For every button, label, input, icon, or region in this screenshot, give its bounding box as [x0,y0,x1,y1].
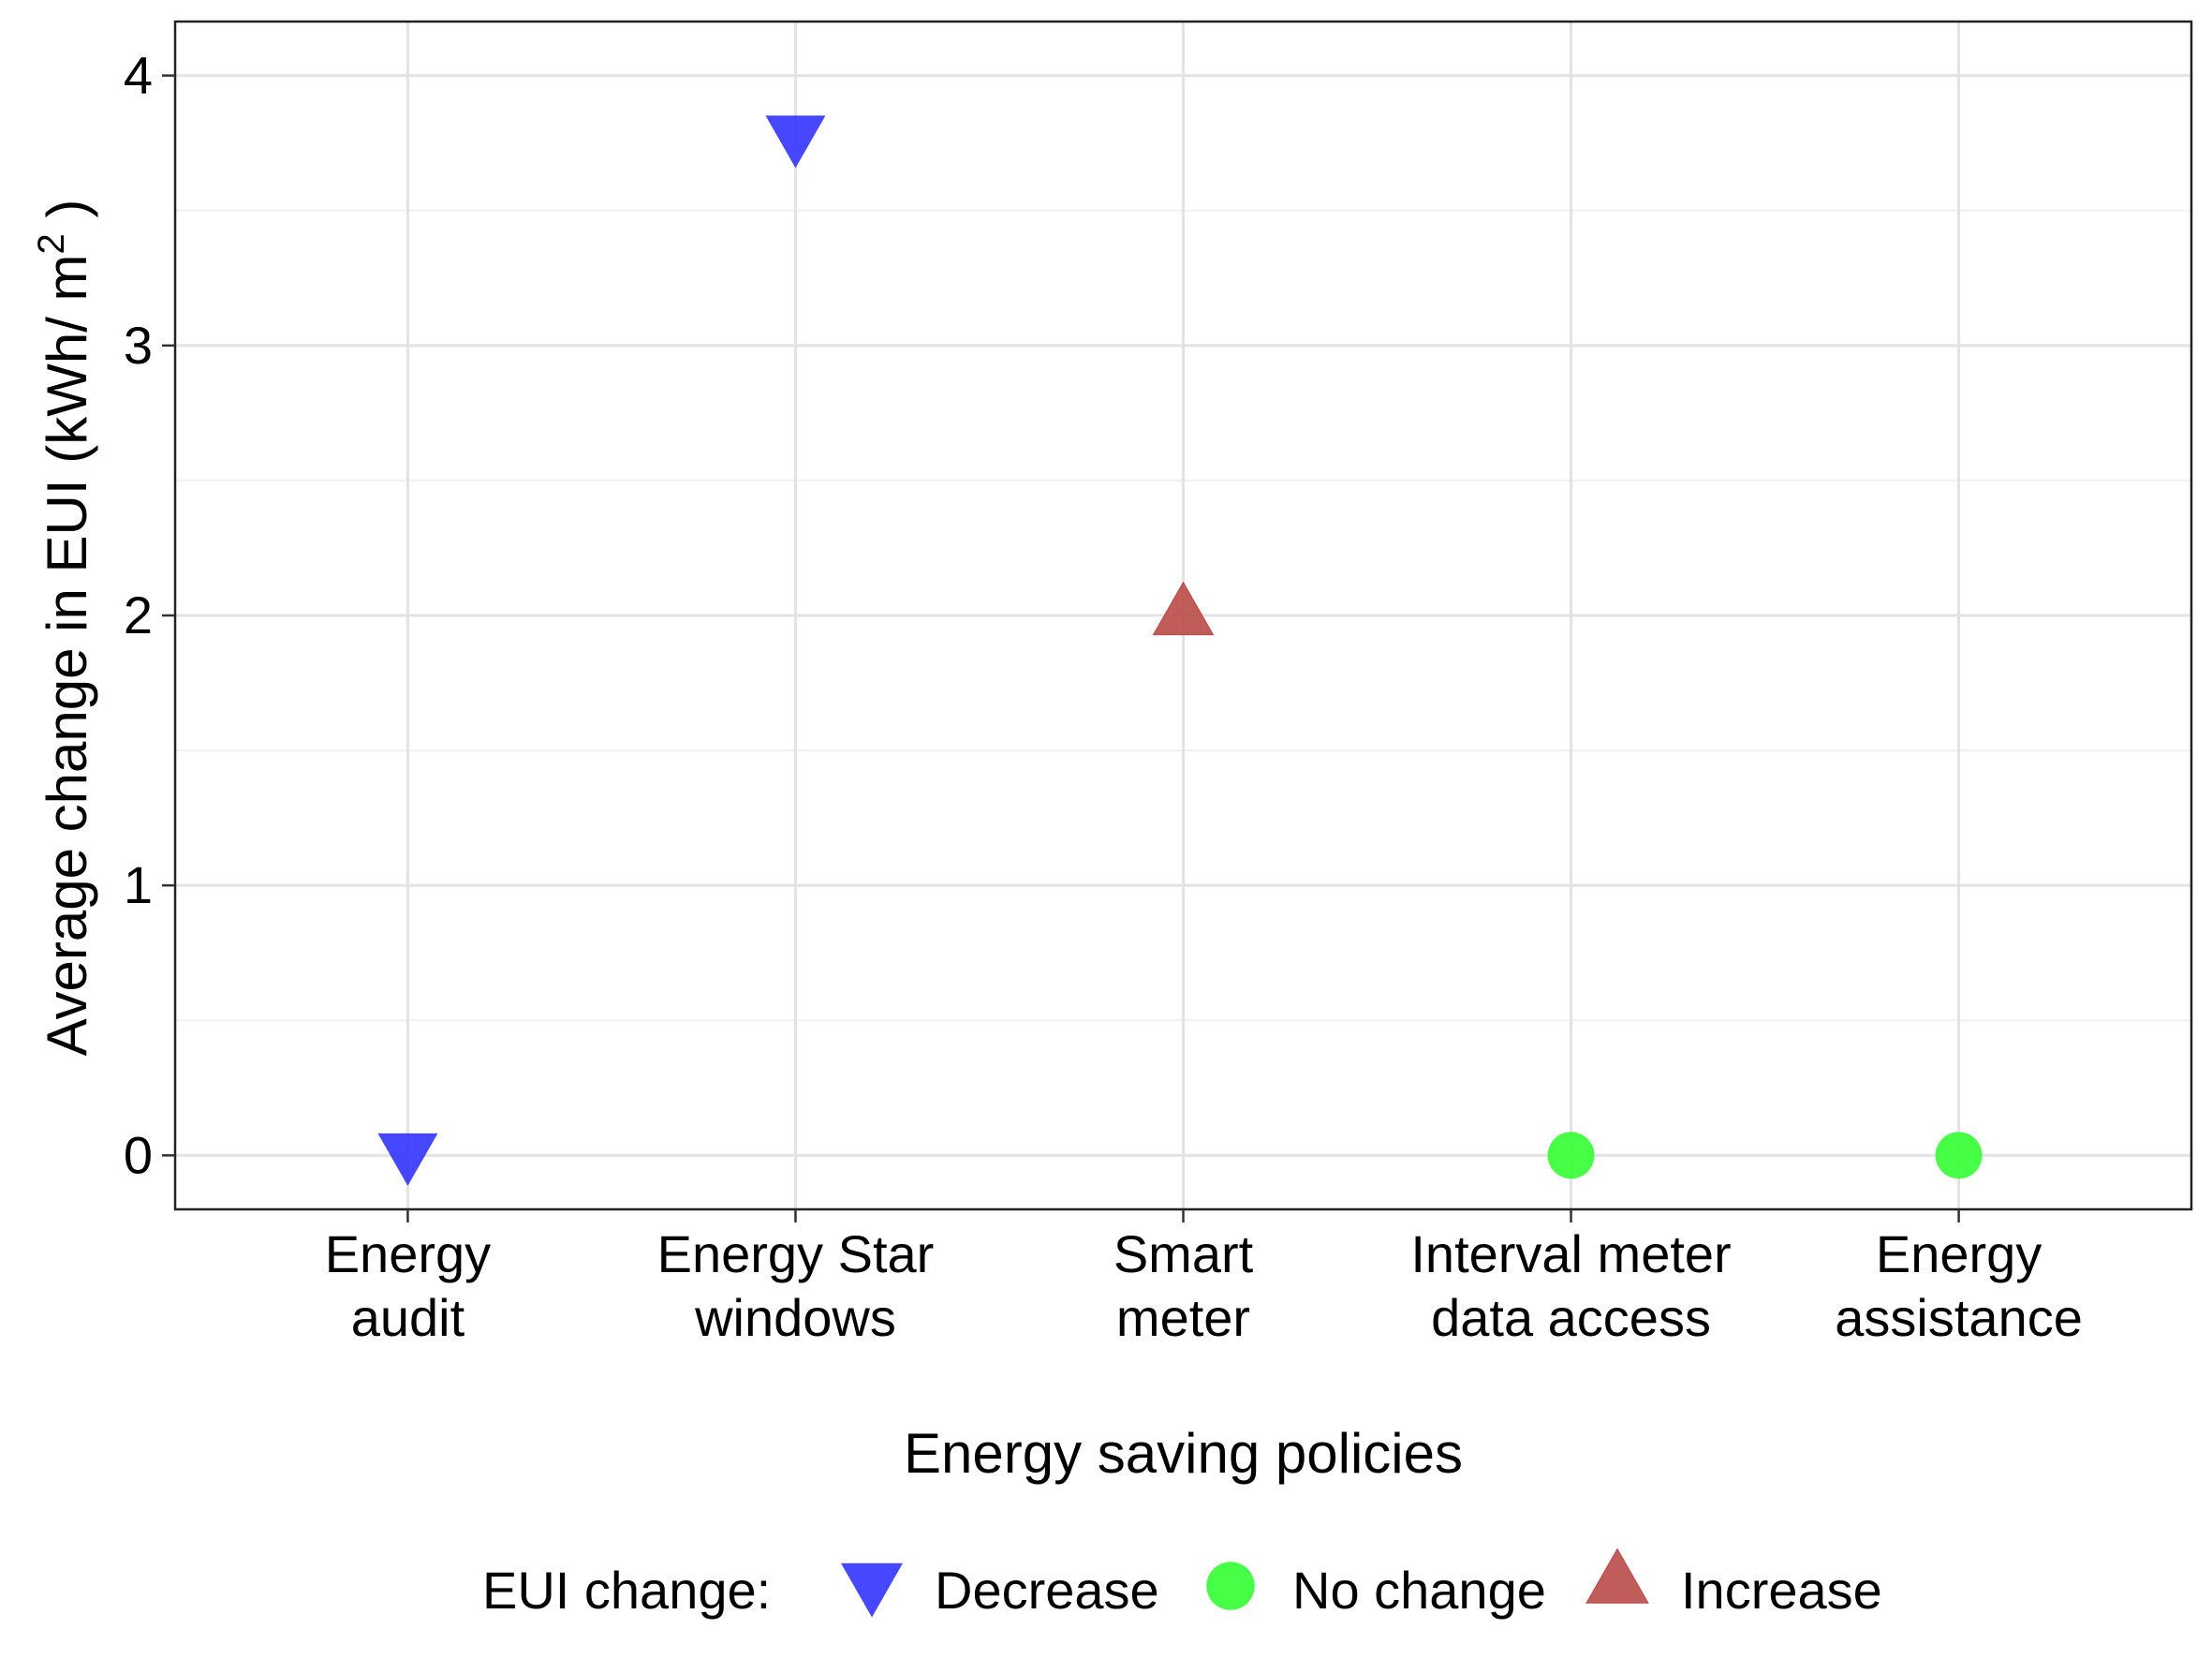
legend-marker-decrease [841,1563,903,1618]
y-tick-label: 0 [124,1125,153,1184]
y-tick-label: 4 [124,46,153,105]
data-point-increase [1152,581,1215,636]
legend: EUI change: Decrease No change Increase [482,1548,1882,1620]
x-tick-label: Smart meter [1113,1224,1254,1347]
x-axis: Energy audit Energy Star windows Smart meter I… [325,1209,2083,1347]
legend-label-no-change: No change [1292,1561,1546,1620]
y-axis-title-main: Average change in EUI (kWh/ m [36,254,98,1056]
y-axis-title: Average change in EUI (kWh/ m2 ) [31,200,98,1057]
y-axis-title-superscript: 2 [31,233,72,254]
legend-label-increase: Increase [1681,1561,1882,1620]
data-point-no-change [1547,1132,1595,1179]
x-tick-label: Energy Star windows [657,1224,935,1347]
legend-marker-increase [1585,1548,1649,1604]
x-axis-title: Energy saving policies [904,1422,1463,1485]
data-point-decrease [765,115,826,169]
data-point-decrease [377,1133,438,1186]
y-axis-title-suffix: ) [36,200,98,234]
legend-title: EUI change: [482,1561,771,1620]
data-points [377,115,1983,1186]
legend-marker-no-change [1206,1562,1255,1610]
legend-label-decrease: Decrease [935,1561,1159,1620]
y-tick-label: 2 [124,585,153,644]
grid [175,22,2191,1209]
y-tick-label: 1 [124,855,153,914]
data-point-no-change [1935,1132,1983,1179]
y-tick-label: 3 [124,316,153,375]
x-tick-label: Energy audit [325,1224,491,1347]
x-tick-label: Energy assistance [1835,1224,2083,1347]
y-axis: 0 1 2 3 4 [124,46,175,1184]
x-tick-label: Interval meter data access [1410,1224,1731,1347]
